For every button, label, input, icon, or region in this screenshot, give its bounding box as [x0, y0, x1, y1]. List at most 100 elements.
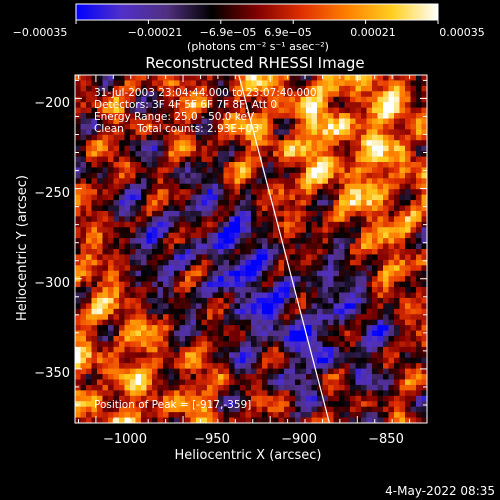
heatmap-cell — [421, 216, 427, 223]
heatmap-cell — [97, 401, 104, 408]
heatmap-cell — [152, 319, 159, 326]
heatmap-cell — [317, 417, 324, 423]
heatmap-cell — [333, 254, 340, 261]
heatmap-cell — [157, 162, 164, 169]
heatmap-cell — [179, 194, 186, 201]
heatmap-cell — [130, 368, 137, 375]
heatmap-cell — [130, 200, 137, 207]
heatmap-cell — [328, 118, 335, 125]
heatmap-cell — [130, 96, 137, 103]
heatmap-cell — [306, 145, 313, 152]
heatmap-cell — [157, 254, 164, 261]
heatmap-cell — [119, 156, 126, 163]
heatmap-cell — [152, 91, 159, 98]
heatmap-cell — [350, 232, 357, 239]
heatmap-cell — [256, 341, 263, 348]
heatmap-cell — [405, 178, 412, 185]
heatmap-cell — [399, 379, 406, 386]
heatmap-cell — [86, 85, 93, 92]
heatmap-cell — [229, 363, 236, 370]
heatmap-cell — [157, 200, 164, 207]
heatmap-cell — [135, 325, 142, 332]
heatmap-cell — [251, 401, 258, 408]
heatmap-cell — [416, 395, 423, 402]
heatmap-cell — [256, 374, 263, 381]
heatmap-cell — [399, 363, 406, 370]
heatmap-cell — [218, 330, 225, 337]
heatmap-cell — [179, 297, 186, 304]
heatmap-cell — [273, 129, 280, 136]
heatmap-cell — [91, 374, 98, 381]
heatmap-cell — [152, 216, 159, 223]
heatmap-cell — [201, 346, 208, 353]
heatmap-cell — [300, 107, 307, 114]
heatmap-cell — [421, 379, 427, 386]
heatmap-cell — [185, 412, 192, 419]
heatmap-cell — [86, 384, 93, 391]
heatmap-cell — [322, 134, 329, 141]
heatmap-cell — [119, 80, 126, 87]
heatmap-cell — [295, 292, 302, 299]
heatmap-cell — [273, 401, 280, 408]
heatmap-cell — [383, 96, 390, 103]
heatmap-cell — [372, 118, 379, 125]
heatmap-cell — [295, 379, 302, 386]
heatmap-cell — [218, 368, 225, 375]
heatmap-cell — [229, 390, 236, 397]
heatmap-cell — [410, 352, 417, 359]
heatmap-cell — [278, 395, 285, 402]
heatmap-cell — [130, 417, 137, 423]
heatmap-cell — [306, 303, 313, 310]
heatmap-cell — [190, 232, 197, 239]
heatmap-cell — [207, 395, 214, 402]
heatmap-cell — [223, 254, 230, 261]
heatmap-cell — [311, 194, 318, 201]
heatmap-cell — [410, 325, 417, 332]
heatmap-cell — [119, 200, 126, 207]
heatmap-cell — [207, 336, 214, 343]
heatmap-cell — [284, 194, 291, 201]
heatmap-cell — [394, 384, 401, 391]
heatmap-cell — [91, 145, 98, 152]
heatmap-cell — [124, 303, 131, 310]
heatmap-cell — [234, 374, 241, 381]
heatmap-cell — [80, 395, 87, 402]
heatmap-cell — [366, 254, 373, 261]
heatmap-cell — [135, 417, 142, 423]
heatmap-cell — [256, 145, 263, 152]
heatmap-cell — [130, 270, 137, 277]
heatmap-cell — [168, 259, 175, 266]
heatmap-cell — [284, 243, 291, 250]
heatmap-cell — [388, 123, 395, 130]
heatmap-cell — [311, 357, 318, 364]
heatmap-cell — [333, 118, 340, 125]
heatmap-cell — [113, 368, 120, 375]
heatmap-cell — [317, 287, 324, 294]
heatmap-cell — [251, 216, 258, 223]
heatmap-cell — [141, 183, 148, 190]
heatmap-cell — [174, 172, 181, 179]
heatmap-cell — [366, 123, 373, 130]
heatmap-cell — [267, 96, 274, 103]
heatmap-cell — [146, 156, 153, 163]
heatmap-cell — [196, 102, 203, 109]
heatmap-cell — [267, 287, 274, 294]
heatmap-cell — [218, 303, 225, 310]
heatmap-cell — [284, 232, 291, 239]
heatmap-cell — [399, 412, 406, 419]
heatmap-cell — [80, 379, 87, 386]
heatmap-cell — [212, 75, 219, 82]
heatmap-cell — [295, 259, 302, 266]
heatmap-cell — [245, 227, 252, 234]
heatmap-cell — [295, 243, 302, 250]
heatmap-cell — [174, 346, 181, 353]
heatmap-cell — [174, 270, 181, 277]
heatmap-cell — [97, 238, 104, 245]
heatmap-cell — [201, 145, 208, 152]
heatmap-cell — [108, 216, 115, 223]
heatmap-cell — [355, 156, 362, 163]
heatmap-cell — [146, 341, 153, 348]
heatmap-cell — [416, 145, 423, 152]
heatmap-cell — [317, 167, 324, 174]
heatmap-cell — [86, 205, 93, 212]
